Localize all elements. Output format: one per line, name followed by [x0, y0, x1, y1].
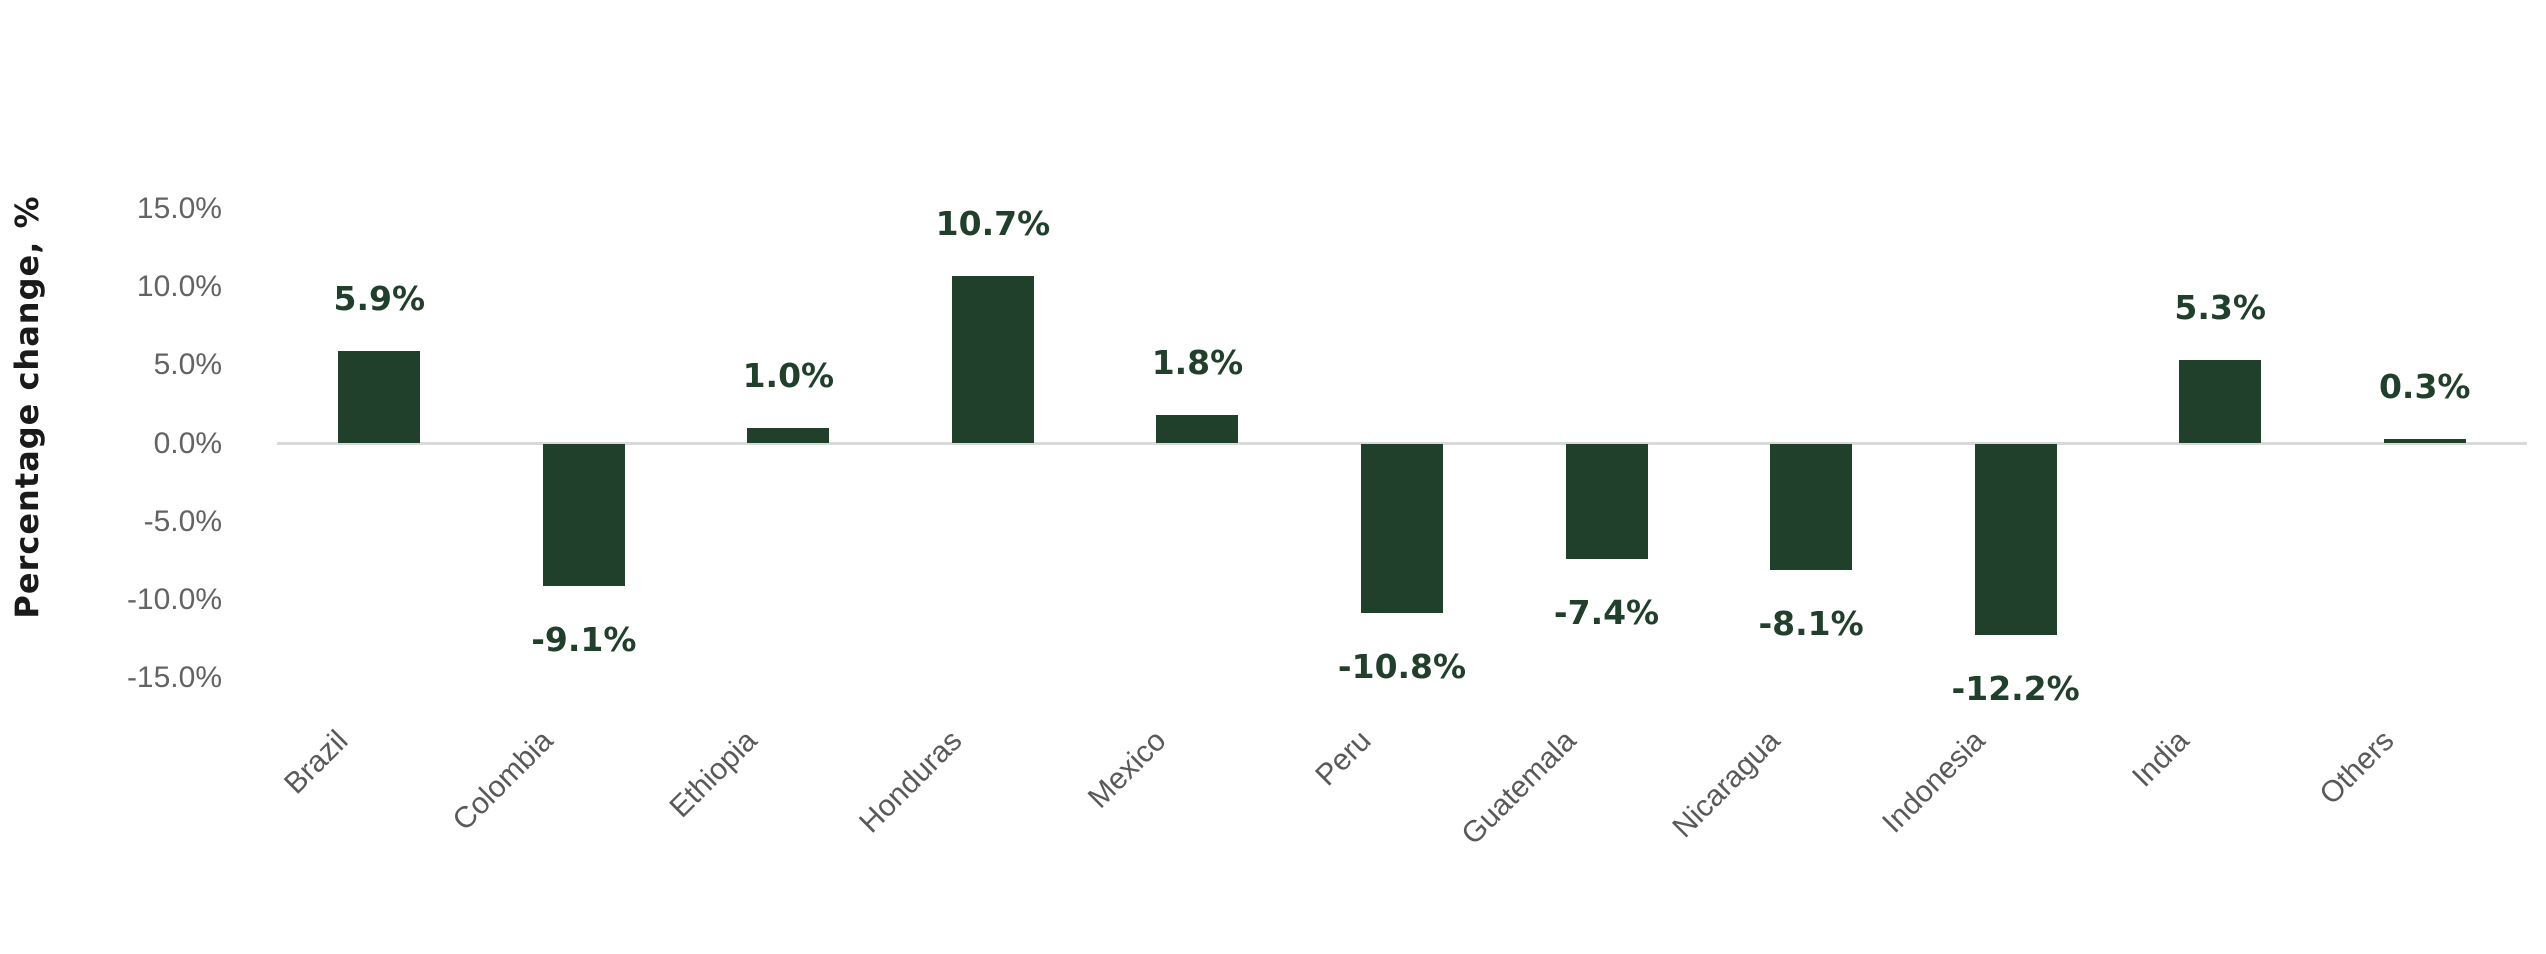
bar-value-label: -9.1% — [531, 620, 637, 660]
bar-value-label: 5.3% — [2174, 288, 2266, 328]
bar — [2383, 438, 2466, 444]
y-axis-tick-label: -15.0% — [126, 661, 222, 695]
bar — [1770, 443, 1853, 571]
bar — [1565, 443, 1648, 560]
bar-value-label: 0.3% — [2378, 366, 2471, 406]
bar — [542, 443, 625, 587]
bar-value-label: 10.7% — [935, 203, 1051, 243]
bar-value-label: -8.1% — [1758, 604, 1864, 644]
bar — [1361, 443, 1443, 613]
y-axis-tick-label: -5.0% — [143, 504, 222, 538]
bar-value-label: -10.8% — [1337, 646, 1467, 686]
bar — [2179, 360, 2262, 444]
bar-value-label: -7.4% — [1553, 593, 1660, 633]
y-axis-tick-label: 5.0% — [153, 348, 222, 382]
bar-value-label: 1.8% — [1151, 343, 1244, 383]
bar — [338, 351, 421, 444]
bar-value-label: 5.9% — [333, 279, 426, 319]
y-axis-tick-label: -10.0% — [126, 583, 222, 617]
bar-value-label: -12.2% — [1951, 668, 2080, 708]
bar — [747, 427, 830, 444]
bar — [951, 275, 1034, 444]
bar-value-label: 1.0% — [742, 355, 835, 395]
y-axis-tick-label: 10.0% — [136, 269, 222, 303]
y-axis-tick-label: 15.0% — [136, 191, 222, 225]
bar — [1974, 443, 2057, 635]
category-label: Brazil — [278, 724, 355, 801]
y-axis-tick-label: 0.0% — [153, 426, 222, 460]
bar — [1156, 415, 1239, 444]
